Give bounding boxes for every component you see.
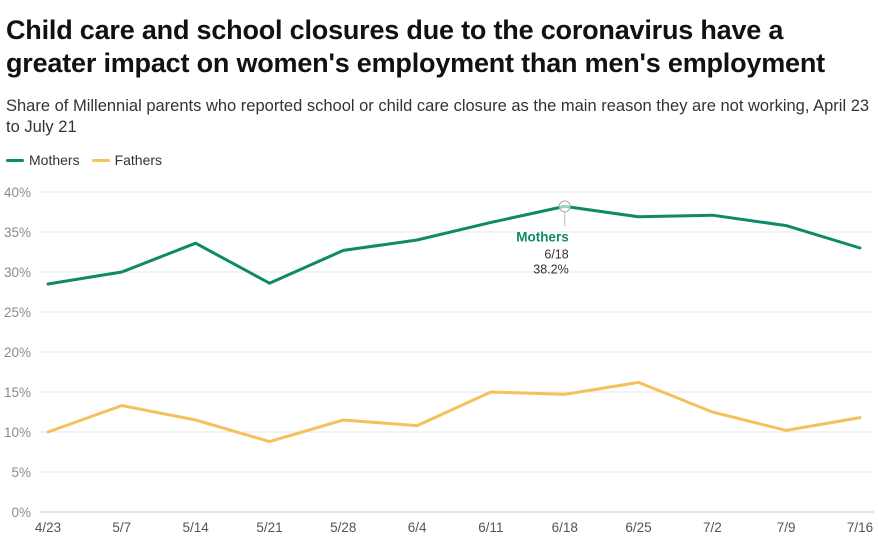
x-tick-label: 6/4 [408, 520, 427, 535]
y-tick-label: 40% [4, 185, 31, 200]
y-tick-label: 35% [4, 225, 31, 240]
y-tick-label: 10% [4, 425, 31, 440]
series-line-mothers [46, 204, 862, 286]
y-tick-label: 20% [4, 345, 31, 360]
legend-swatch-mothers [6, 158, 24, 162]
annotation-series-label: Mothers [516, 229, 569, 244]
x-tick-label: 7/9 [777, 520, 796, 535]
x-tick-label: 7/16 [847, 520, 873, 535]
annotation-marker [558, 200, 571, 213]
legend-item-mothers[interactable]: Mothers [6, 152, 80, 168]
y-tick-label: 15% [4, 385, 31, 400]
y-tick-label: 30% [4, 265, 31, 280]
x-tick-label: 5/28 [330, 520, 356, 535]
x-tick-label: 5/21 [256, 520, 282, 535]
series-line-fathers [46, 380, 862, 444]
chart-title: Child care and school closures due to th… [6, 15, 825, 78]
y-tick-label: 25% [4, 305, 31, 320]
x-tick-label: 5/7 [112, 520, 131, 535]
x-tick-label: 6/18 [552, 520, 578, 535]
legend-label-mothers: Mothers [29, 152, 80, 168]
legend: Mothers Fathers [6, 152, 174, 168]
x-tick-label: 6/25 [625, 520, 651, 535]
y-tick-label: 0% [11, 505, 31, 520]
legend-item-fathers[interactable]: Fathers [91, 152, 163, 168]
x-tick-label: 5/14 [182, 520, 209, 535]
legend-label-fathers: Fathers [114, 152, 163, 168]
y-tick-label: 5% [11, 465, 31, 480]
annotation-x-label: 6/18 [544, 247, 568, 261]
annotation-value-label: 38.2% [533, 262, 568, 276]
legend-swatch-fathers [91, 158, 110, 162]
x-tick-label: 7/2 [703, 520, 722, 535]
chart-subtitle: Share of Millennial parents who reported… [6, 97, 870, 136]
x-tick-label: 6/11 [478, 520, 503, 535]
x-tick-label: 4/23 [35, 520, 61, 535]
